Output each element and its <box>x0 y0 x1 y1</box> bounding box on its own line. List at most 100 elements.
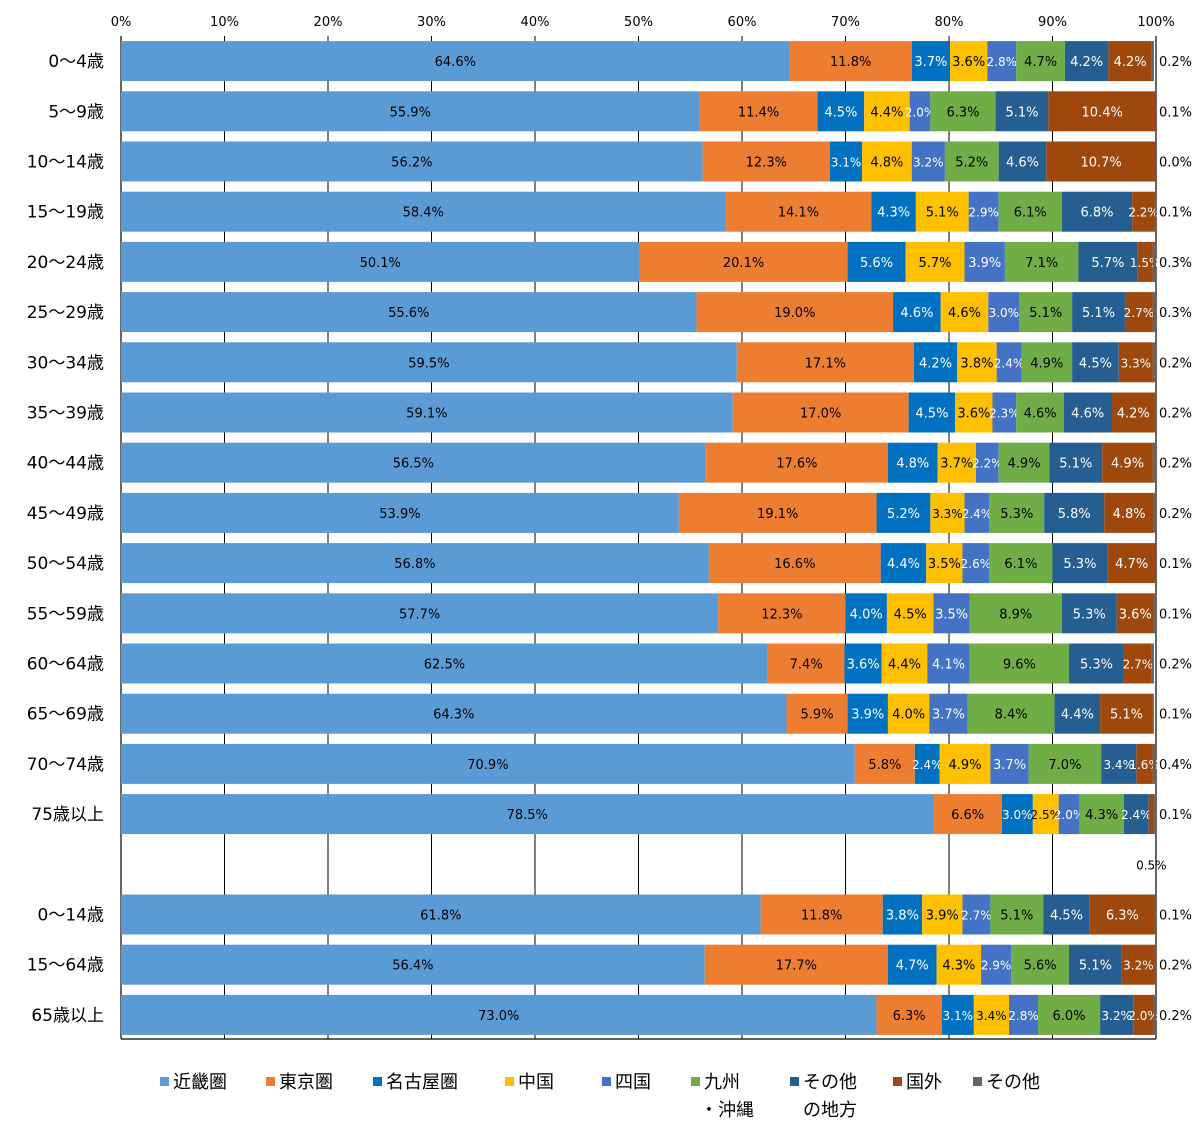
data-label: 17.1% <box>805 356 846 371</box>
bar-segment <box>995 91 1049 132</box>
bar-segment <box>998 442 1050 483</box>
data-label: 0.1% <box>1159 708 1192 723</box>
bar-segment <box>886 593 934 634</box>
bar-segment <box>121 543 709 584</box>
data-label: 4.5% <box>894 607 927 622</box>
data-label: 5.1% <box>1082 306 1115 321</box>
data-label: 5.8% <box>868 758 901 773</box>
x-tick-label: 80% <box>935 15 964 30</box>
x-tick-label: 10% <box>210 15 239 30</box>
category-label: 20～24歳 <box>27 253 104 273</box>
bar-segment <box>936 944 982 985</box>
bar-segment <box>1016 41 1065 82</box>
bar-segment <box>990 894 1044 935</box>
data-label: 3.3% <box>1121 356 1152 370</box>
data-label: 55.6% <box>388 306 429 321</box>
bar-segment <box>1153 794 1155 835</box>
data-label: 2.2% <box>1128 206 1159 220</box>
category-label: 40～44歳 <box>27 454 104 474</box>
bar-segment <box>1021 342 1073 383</box>
legend-swatch <box>160 1077 169 1086</box>
data-label: 4.8% <box>870 156 903 171</box>
data-label: 4.6% <box>1024 407 1057 422</box>
data-label: 11.8% <box>801 909 842 924</box>
data-label: 59.1% <box>406 407 447 422</box>
data-label: 4.2% <box>919 356 952 371</box>
data-label: 5.1% <box>1059 457 1092 472</box>
bar-segment <box>864 91 910 132</box>
data-label: 5.2% <box>955 156 988 171</box>
legend-label-line2: ・沖縄 <box>700 1100 754 1121</box>
data-label: 3.2% <box>913 156 944 170</box>
category-label: 75歳以上 <box>31 805 104 825</box>
bar-segment <box>929 693 968 734</box>
data-label: 4.6% <box>948 306 981 321</box>
bar-segment <box>887 442 938 483</box>
bar-segment <box>1054 693 1101 734</box>
data-label: 2.8% <box>987 55 1018 69</box>
legend-label: 四国 <box>615 1072 651 1093</box>
data-label: 4.2% <box>1070 55 1103 70</box>
data-label: 9.6% <box>1003 658 1036 673</box>
data-label: 62.5% <box>424 658 465 673</box>
data-label: 53.9% <box>379 507 420 522</box>
bar-segment <box>817 91 865 132</box>
bar-segment <box>121 794 934 835</box>
x-tick-label: 60% <box>728 15 757 30</box>
data-label: 3.6% <box>1119 607 1152 622</box>
data-label: 12.3% <box>761 607 802 622</box>
bar-segment <box>696 292 894 333</box>
data-label: 5.1% <box>1079 959 1112 974</box>
bar-segment <box>930 492 965 533</box>
bar-segment <box>1064 41 1109 82</box>
category-label: 5～9歳 <box>48 102 104 122</box>
data-label: 19.0% <box>774 306 815 321</box>
bar-segment <box>933 794 1002 835</box>
data-label: 6.1% <box>1004 557 1037 572</box>
bar-segment <box>1123 643 1152 684</box>
data-label: 61.8% <box>420 909 461 924</box>
legend-label: 中国 <box>518 1072 554 1093</box>
bar-segment <box>1063 392 1112 433</box>
data-label: 2.4% <box>912 758 943 772</box>
data-label: 4.9% <box>1008 457 1041 472</box>
bar-segment <box>876 994 942 1035</box>
data-label: 17.7% <box>776 959 817 974</box>
bar-segment <box>1019 292 1073 333</box>
data-label: 11.8% <box>830 55 871 70</box>
bar-segment <box>121 91 700 132</box>
data-label: 2.0% <box>905 105 936 119</box>
legend-swatch <box>373 1077 382 1086</box>
data-label: 2.3% <box>989 407 1020 421</box>
category-label: 65歳以上 <box>31 1006 104 1026</box>
bar-segment <box>973 994 1010 1035</box>
bar-segment <box>639 241 848 282</box>
bar-segment <box>1137 241 1153 282</box>
category-label: 65～69歳 <box>27 705 104 725</box>
data-label: 3.6% <box>847 658 880 673</box>
legend-label: 東京圏 <box>279 1072 333 1093</box>
data-label: 3.7% <box>940 457 973 472</box>
category-label: 55～59歳 <box>27 604 104 624</box>
bar-segment <box>121 894 761 935</box>
bar-segment <box>1121 944 1155 985</box>
data-label: 0.4% <box>1159 758 1192 773</box>
bar-segment <box>1132 191 1155 232</box>
data-label: 8.9% <box>999 607 1032 622</box>
bar-segment <box>1104 492 1154 533</box>
bar-segment <box>1069 944 1122 985</box>
data-label: 0.0% <box>1159 156 1192 171</box>
bar-segment <box>121 693 787 734</box>
data-label: 2.0% <box>1054 808 1085 822</box>
bar-segment <box>862 141 912 182</box>
data-label: 6.3% <box>893 1009 926 1024</box>
bar-segment <box>702 141 830 182</box>
bar-segment <box>915 191 969 232</box>
data-label: 5.1% <box>1000 909 1033 924</box>
bar-segment <box>847 241 906 282</box>
bar-segment <box>1154 944 1156 985</box>
bar-segment <box>911 41 951 82</box>
data-label: 5.1% <box>1110 708 1143 723</box>
data-label: 3.7% <box>914 55 947 70</box>
bar-segment <box>1046 141 1156 182</box>
